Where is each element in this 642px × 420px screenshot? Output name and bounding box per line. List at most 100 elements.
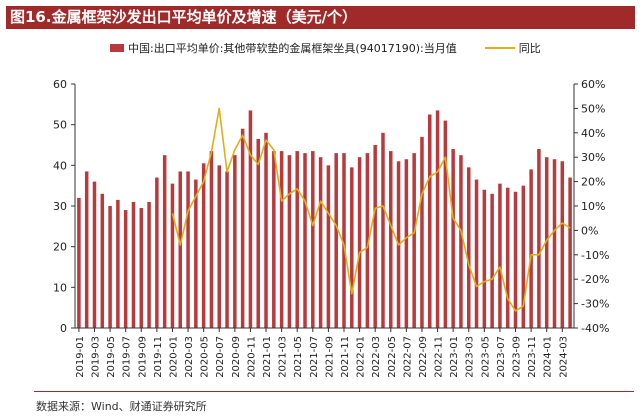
legend-bar-label: 中国:出口平均单价:其他带软垫的金属框架坐具(94017190):当月值 xyxy=(128,42,457,55)
yoy-line xyxy=(171,107,571,312)
bar-2020-03 xyxy=(186,171,190,328)
bar-2023-09 xyxy=(513,191,518,328)
x-tick-label: 2020-09 xyxy=(231,336,242,378)
bar-2020-02 xyxy=(178,171,183,328)
bar-2023-08 xyxy=(505,187,510,328)
legend: 中国:出口平均单价:其他带软垫的金属框架坐具(94017190):当月值 同比 xyxy=(110,40,541,56)
x-tick-label: 2020-11 xyxy=(246,336,257,378)
bar-2023-01 xyxy=(451,149,455,328)
x-tick-label: 2023-05 xyxy=(480,336,491,378)
y-right-tick-label: 50% xyxy=(581,102,605,115)
bar-2020-01 xyxy=(170,183,175,328)
y-right-tick-label: -40% xyxy=(581,322,609,335)
bar-2024-03 xyxy=(560,161,565,328)
x-tick-label: 2022-01 xyxy=(356,336,367,378)
bar-2019-03 xyxy=(92,181,97,328)
x-tick-label: 2023-07 xyxy=(496,336,507,378)
x-tick-label: 2020-03 xyxy=(184,336,195,378)
bar-2022-10 xyxy=(428,114,432,328)
y-left-tick-label: 30 xyxy=(53,200,67,213)
bar-2020-09 xyxy=(233,155,237,328)
x-tick-label: 2021-07 xyxy=(309,336,320,378)
legend-line-label: 同比 xyxy=(518,42,541,55)
y-right-tick-label: 20% xyxy=(581,176,605,189)
bar-2021-04 xyxy=(287,155,292,328)
bar-2019-09 xyxy=(139,208,144,328)
bar-2024-01 xyxy=(544,157,549,328)
bar-2021-02 xyxy=(272,151,276,328)
y-right-tick-label: 10% xyxy=(581,200,605,213)
x-tick-label: 2022-09 xyxy=(418,336,429,378)
y-left-tick-label: 50 xyxy=(53,119,67,132)
x-tick-label: 2020-01 xyxy=(168,336,179,378)
bar-2019-05 xyxy=(108,206,112,328)
bar-2023-02 xyxy=(459,155,463,328)
x-tick-label: 2023-09 xyxy=(512,336,523,378)
bar-2021-08 xyxy=(318,157,323,328)
y-right-tick-label: -20% xyxy=(581,273,609,286)
x-tick-label: 2024-01 xyxy=(543,336,554,378)
bar-2020-04 xyxy=(194,179,198,328)
y-left-tick-label: 0 xyxy=(60,322,67,335)
x-tick-label: 2019-05 xyxy=(106,336,117,378)
bar-2021-03 xyxy=(279,151,284,328)
bar-2019-12 xyxy=(162,155,167,328)
y-right-tick-label: -30% xyxy=(581,298,609,311)
bar-2020-08 xyxy=(225,171,229,328)
bar-2020-06 xyxy=(209,151,214,328)
x-tick-label: 2022-11 xyxy=(434,336,445,378)
bar-2020-11 xyxy=(248,110,253,328)
bar-2024-04 xyxy=(568,177,572,328)
bar-2019-01 xyxy=(77,197,81,328)
bar-2023-06 xyxy=(490,193,494,328)
x-tick-label: 2021-05 xyxy=(293,336,304,378)
y-right-tick-label: -10% xyxy=(581,249,609,262)
bar-2022-09 xyxy=(420,136,424,328)
bar-2022-08 xyxy=(412,153,416,328)
x-tick-label: 2019-03 xyxy=(90,336,101,378)
bar-2019-11 xyxy=(155,177,159,328)
x-tick-label: 2020-05 xyxy=(200,336,211,378)
y-right-tick-label: 60% xyxy=(581,78,605,91)
x-tick-label: 2019-09 xyxy=(137,336,148,378)
bar-2022-11 xyxy=(435,110,440,328)
legend-line-swatch xyxy=(484,47,515,49)
bar-2023-03 xyxy=(466,167,471,328)
x-tick-label: 2024-03 xyxy=(558,336,569,378)
x-tick-label: 2021-01 xyxy=(262,336,273,378)
bar-2022-04 xyxy=(381,132,385,328)
x-tick-label: 2023-11 xyxy=(527,336,538,378)
bar-2021-11 xyxy=(342,153,346,328)
bar-2023-12 xyxy=(537,149,541,328)
y-left-tick-label: 40 xyxy=(53,159,67,172)
bar-2022-02 xyxy=(365,153,370,328)
bar-2021-12 xyxy=(350,167,354,328)
bar-2019-10 xyxy=(147,201,151,328)
bar-2019-04 xyxy=(100,193,105,328)
bar-2020-10 xyxy=(240,128,245,328)
y-left-tick-label: 60 xyxy=(53,78,67,91)
bar-2023-05 xyxy=(482,189,487,328)
x-tick-label: 2019-11 xyxy=(153,336,164,378)
x-tick-label: 2019-01 xyxy=(75,336,86,378)
bar-2024-02 xyxy=(552,159,557,328)
bar-2019-07 xyxy=(123,210,128,328)
x-tick-label: 2021-11 xyxy=(340,336,351,378)
source-divider xyxy=(34,391,634,392)
x-tick-label: 2023-01 xyxy=(449,336,460,378)
x-tick-label: 2021-09 xyxy=(324,336,335,378)
bar-2019-06 xyxy=(116,199,120,328)
bar-2021-01 xyxy=(264,132,268,328)
bar-2020-07 xyxy=(217,165,221,328)
bar-2023-10 xyxy=(521,185,526,328)
x-tick-label: 2022-07 xyxy=(402,336,413,378)
y-right-tick-label: 40% xyxy=(581,127,605,140)
bar-2022-05 xyxy=(389,151,393,328)
bar-2022-07 xyxy=(404,159,409,328)
bar-2022-01 xyxy=(357,157,362,328)
source-note: 数据来源：Wind、财通证券研究所 xyxy=(36,400,207,413)
legend-bar-swatch xyxy=(110,44,124,52)
bar-2020-12 xyxy=(256,138,260,328)
y-right-tick-label: 0% xyxy=(581,224,598,237)
